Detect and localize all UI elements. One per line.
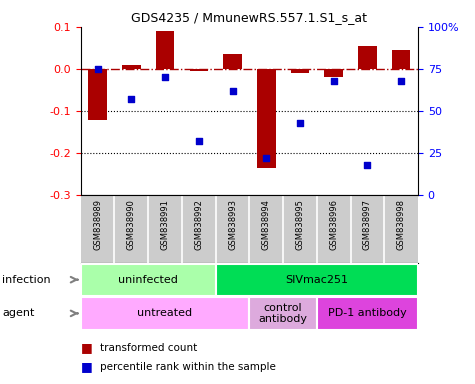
Point xyxy=(127,96,135,103)
Bar xyxy=(291,69,309,73)
Text: GSM838990: GSM838990 xyxy=(127,199,136,250)
Bar xyxy=(81,263,216,296)
Bar xyxy=(216,263,418,296)
Text: untreated: untreated xyxy=(137,308,193,318)
Text: GSM838994: GSM838994 xyxy=(262,199,271,250)
Point xyxy=(262,155,270,161)
Bar xyxy=(324,69,343,78)
Point xyxy=(161,74,169,81)
Text: percentile rank within the sample: percentile rank within the sample xyxy=(100,362,276,372)
Text: GSM838993: GSM838993 xyxy=(228,199,237,250)
Text: GSM838992: GSM838992 xyxy=(194,199,203,250)
Text: control
antibody: control antibody xyxy=(258,303,308,324)
Bar xyxy=(156,31,174,69)
Bar xyxy=(392,50,410,69)
Point xyxy=(364,162,371,168)
Text: GSM838996: GSM838996 xyxy=(329,199,338,250)
Text: uninfected: uninfected xyxy=(118,275,178,285)
Point xyxy=(330,78,337,84)
Text: transformed count: transformed count xyxy=(100,343,197,353)
Bar xyxy=(249,297,317,329)
Text: ■: ■ xyxy=(81,360,93,373)
Point xyxy=(229,88,237,94)
Text: GSM838991: GSM838991 xyxy=(161,199,170,250)
Point xyxy=(94,66,102,72)
Bar xyxy=(317,297,418,329)
Title: GDS4235 / MmunewRS.557.1.S1_s_at: GDS4235 / MmunewRS.557.1.S1_s_at xyxy=(132,11,367,24)
Bar xyxy=(122,65,141,69)
Text: ■: ■ xyxy=(81,341,93,354)
Text: SIVmac251: SIVmac251 xyxy=(285,275,348,285)
Bar xyxy=(190,69,208,71)
Text: agent: agent xyxy=(2,308,35,318)
Bar xyxy=(223,54,242,69)
Bar xyxy=(81,297,249,329)
Text: infection: infection xyxy=(2,275,51,285)
Text: GSM838995: GSM838995 xyxy=(295,199,304,250)
Text: GSM838998: GSM838998 xyxy=(397,199,406,250)
Point xyxy=(195,138,203,144)
Point xyxy=(397,78,405,84)
Bar xyxy=(88,69,107,119)
Text: GSM838989: GSM838989 xyxy=(93,199,102,250)
Text: PD-1 antibody: PD-1 antibody xyxy=(328,308,407,318)
Bar xyxy=(358,46,377,69)
Point xyxy=(296,120,304,126)
Bar xyxy=(257,69,276,168)
Text: GSM838997: GSM838997 xyxy=(363,199,372,250)
